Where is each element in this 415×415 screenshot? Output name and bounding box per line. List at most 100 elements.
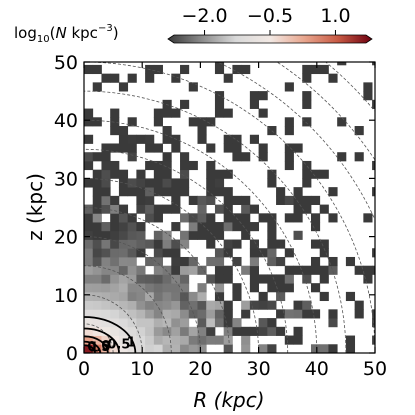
heatmap-cell xyxy=(84,213,94,223)
heatmap-cell xyxy=(153,248,163,258)
heatmap-cell xyxy=(302,91,312,101)
heatmap-cell xyxy=(127,230,137,240)
heatmap-cell xyxy=(180,309,190,319)
heatmap-cell xyxy=(110,256,120,267)
heatmap-cell xyxy=(171,108,181,118)
heatmap-cell xyxy=(92,178,102,188)
heatmap-cell xyxy=(127,326,137,336)
heatmap-cell xyxy=(223,187,233,197)
heatmap-cell xyxy=(153,230,163,240)
y-tick-label: 10 xyxy=(54,285,78,307)
heatmap-cell xyxy=(188,82,198,92)
heatmap-cell xyxy=(101,195,111,205)
heatmap-cell xyxy=(197,326,207,336)
heatmap-cell xyxy=(180,344,190,353)
heatmap-cell xyxy=(197,344,207,353)
dashed-contour xyxy=(84,148,289,353)
heatmap-cell xyxy=(232,239,242,249)
heatmap-cell xyxy=(118,230,129,240)
heatmap-cell xyxy=(145,326,155,336)
x-tick-label: 10 xyxy=(130,358,154,380)
heatmap-cell xyxy=(214,291,225,302)
heatmap-cell xyxy=(118,300,129,310)
heatmap-cell xyxy=(145,213,155,223)
heatmap-cell xyxy=(180,300,190,310)
heatmap-cell xyxy=(310,344,321,353)
heatmap-cell xyxy=(118,283,129,293)
heatmap-cell xyxy=(118,291,129,302)
heatmap-cell xyxy=(84,239,94,249)
heatmap-cell xyxy=(127,213,137,223)
heatmap-cell xyxy=(153,344,163,353)
heatmap-cell xyxy=(153,117,163,127)
heatmap-cell xyxy=(232,64,242,75)
heatmap-cell xyxy=(92,82,102,92)
heatmap-cell xyxy=(258,344,268,353)
heatmap-cell xyxy=(293,187,303,197)
heatmap-cell xyxy=(188,256,198,267)
heatmap-cell xyxy=(223,134,233,144)
heatmap-cell xyxy=(101,143,111,153)
heatmap-cell xyxy=(110,318,120,328)
heatmap-cell xyxy=(267,178,277,188)
heatmap-cell xyxy=(127,152,137,162)
heatmap-cell xyxy=(302,64,312,75)
heatmap-cell xyxy=(136,134,146,144)
heatmap-cell xyxy=(319,291,329,302)
heatmap-cell xyxy=(136,318,146,328)
heatmap-cell xyxy=(101,300,111,310)
heatmap-cell xyxy=(136,239,146,249)
heatmap-cell xyxy=(188,291,198,302)
heatmap-cell xyxy=(197,265,207,275)
heatmap-cell xyxy=(84,230,94,240)
heatmap-cell xyxy=(180,256,190,267)
heatmap-cell xyxy=(197,283,207,293)
colorbar-ticks: −2.0 −0.5 1.0 xyxy=(181,5,351,35)
heatmap-cell xyxy=(328,73,338,83)
heatmap-cell xyxy=(319,64,329,75)
heatmap-cell xyxy=(101,248,111,258)
heatmap-cell xyxy=(372,99,375,109)
heatmap-cell xyxy=(258,108,268,118)
contour-label: 0.5 xyxy=(87,340,110,355)
heatmap-cell xyxy=(267,326,277,336)
heatmap-cell xyxy=(171,300,181,310)
heatmap-cell xyxy=(267,230,277,240)
heatmap-cell xyxy=(84,326,94,336)
heatmap-cell xyxy=(302,265,312,275)
heatmap-cell xyxy=(310,283,321,293)
heatmap-cell xyxy=(145,344,155,353)
heatmap-cell xyxy=(145,274,155,284)
heatmap-cell xyxy=(249,256,259,267)
heatmap-cell xyxy=(293,335,303,345)
heatmap-cell xyxy=(92,64,102,75)
heatmap-cell xyxy=(153,291,163,302)
heatmap-cell xyxy=(293,230,303,240)
heatmap-cell xyxy=(145,309,155,319)
heatmap-cell xyxy=(284,126,294,136)
heatmap-cell xyxy=(345,344,356,353)
heatmap-cell xyxy=(180,291,190,302)
heatmap-cell xyxy=(110,248,120,258)
y-axis-label: z (kpc) xyxy=(23,173,47,241)
heatmap-cell xyxy=(249,222,259,232)
heatmap-cell xyxy=(206,213,216,223)
heatmap-cell xyxy=(197,300,207,310)
heatmap-cell xyxy=(92,248,102,258)
heatmap-cell xyxy=(302,178,312,188)
heatmap-cell xyxy=(223,204,233,214)
heatmap-cell xyxy=(110,222,120,232)
heatmap-cell xyxy=(372,335,375,345)
heatmap-cell xyxy=(127,300,137,310)
y-tick-label: 50 xyxy=(54,52,78,74)
heatmap-cell xyxy=(214,318,225,328)
heatmap-cell xyxy=(136,283,146,293)
heatmap-cell xyxy=(293,309,303,319)
heatmap-cell xyxy=(145,291,155,302)
heatmap-cell xyxy=(127,274,137,284)
colorbar-tick-label: −0.5 xyxy=(247,5,293,27)
heatmap-cell xyxy=(258,300,268,310)
heatmap-cell xyxy=(241,213,251,223)
heatmap-cell xyxy=(162,204,172,214)
heatmap-cell xyxy=(241,64,251,75)
